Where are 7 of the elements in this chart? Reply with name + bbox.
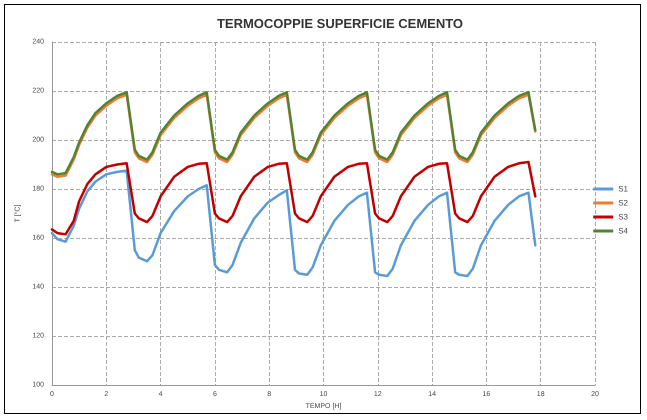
line-series: [50, 160, 537, 236]
line-series: [50, 169, 537, 278]
chart-title: TERMOCOPPIE SUPERFICIE CEMENTO: [216, 16, 464, 31]
legend-label: S4: [618, 226, 629, 236]
legend-label: S2: [618, 198, 629, 208]
legend-label: S3: [618, 212, 629, 222]
legend-label: S1: [618, 184, 629, 194]
